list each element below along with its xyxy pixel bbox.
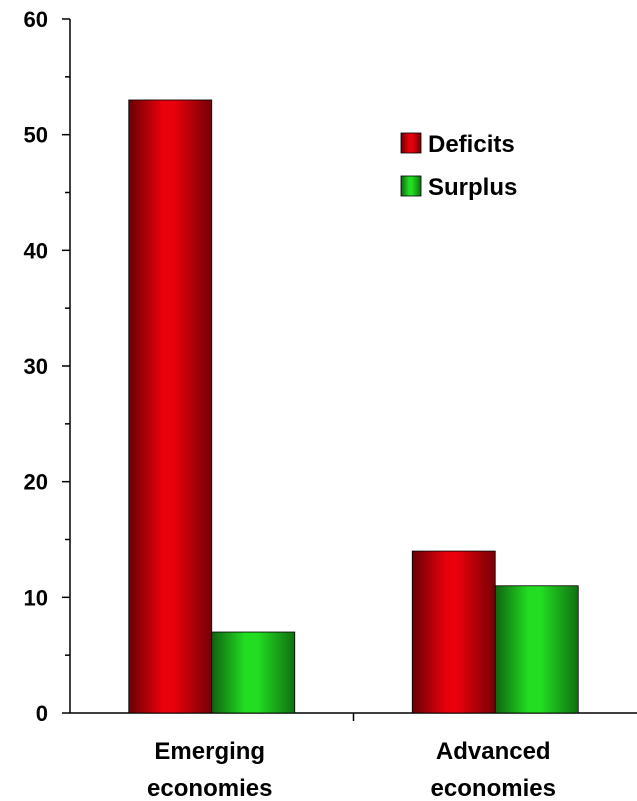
x-category-label: Advanced [436, 738, 551, 765]
legend-label-surplus: Surplus [428, 174, 517, 201]
x-category-label: economies [147, 775, 272, 801]
legend-swatch-surplus [400, 175, 422, 197]
bar-surplus-2 [494, 585, 579, 714]
y-tick-label: 50 [24, 123, 48, 148]
y-tick-label: 30 [24, 354, 48, 379]
bar-surplus-1 [211, 631, 296, 714]
y-tick-label: 60 [24, 7, 48, 32]
bar-deficits-1 [128, 99, 213, 714]
bar-deficits-2 [411, 550, 496, 714]
y-tick-label: 20 [24, 470, 48, 495]
x-category-label: economies [431, 775, 556, 801]
legend-swatch-deficits [400, 132, 422, 154]
y-tick-label: 10 [24, 585, 48, 610]
y-tick-label: 0 [36, 701, 48, 726]
legend-label-deficits: Deficits [428, 131, 515, 158]
x-category-label: Emerging [154, 738, 265, 765]
y-tick-label: 40 [24, 238, 48, 263]
